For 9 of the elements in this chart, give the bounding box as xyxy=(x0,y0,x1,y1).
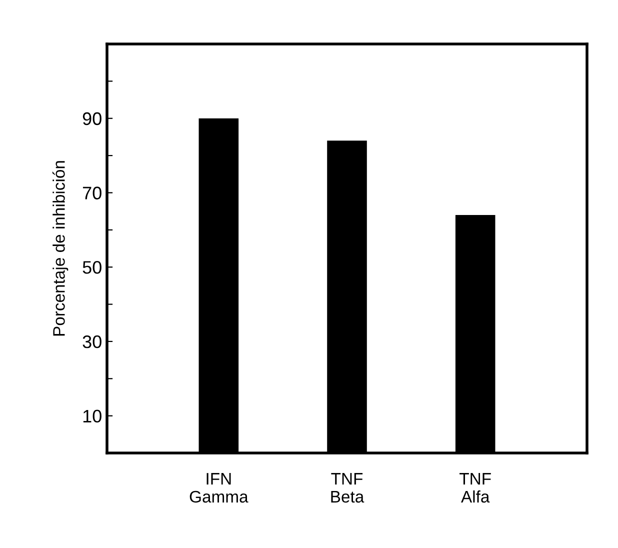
x-tick-label: TNF Beta xyxy=(331,473,364,503)
x-tick-label: TNF Alfa xyxy=(460,473,491,503)
y-tick-label: 70 xyxy=(82,186,102,200)
y-tick-label: 90 xyxy=(82,112,102,126)
y-tick-label: 30 xyxy=(82,335,102,348)
y-tick-label: 10 xyxy=(83,410,102,423)
x-tick-label: IFN Gamma xyxy=(190,473,248,503)
y-axis-title: Porcentaje de inhibición xyxy=(52,161,68,336)
y-tick-label: 50 xyxy=(82,261,102,274)
